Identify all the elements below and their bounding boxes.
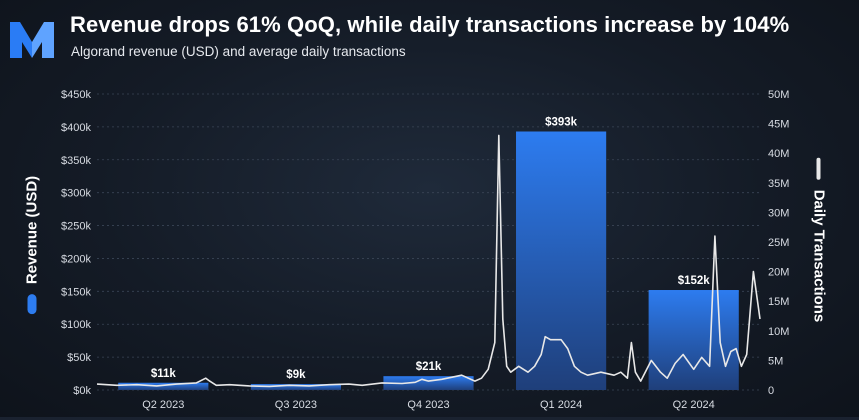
bar-value-label: $21k — [416, 361, 442, 373]
right-axis-ticks: 0 5M 10M 15M 20M 25M 30M 35M 40M 45M 50M — [768, 89, 789, 397]
left-tick-label: $300k — [61, 188, 91, 200]
brand-logo — [10, 22, 54, 58]
right-tick-label: 30M — [768, 207, 789, 219]
right-tick-label: 0 — [768, 385, 774, 397]
transactions-line-layer — [96, 134, 761, 388]
left-axis-title-text: Revenue (USD) — [23, 175, 41, 285]
x-tick-label: Q1 2024 — [540, 399, 582, 411]
left-tick-label: $0k — [73, 385, 91, 397]
revenue-bar — [250, 384, 341, 390]
bar-value-label: $11k — [151, 368, 177, 380]
revenue-legend-swatch — [27, 294, 37, 315]
left-tick-label: $350k — [61, 155, 91, 167]
left-tick-label: $100k — [61, 319, 91, 331]
left-axis-title: Revenue (USD) — [23, 175, 41, 315]
revenue-bar — [648, 290, 739, 390]
left-axis-ticks: $0k $50k $100k $150k $200k $250k $300k $350k $40… — [61, 89, 91, 397]
revenue-bar — [516, 131, 607, 390]
left-tick-label: $200k — [61, 253, 91, 265]
right-tick-label: 35M — [768, 178, 789, 190]
left-tick-label: $450k — [61, 89, 91, 101]
x-tick-label: Q4 2023 — [407, 399, 449, 411]
logo-right-panel — [32, 22, 54, 58]
right-tick-label: 45M — [768, 119, 789, 131]
revenue-bar — [118, 382, 209, 390]
chart-title: Revenue drops 61% QoQ, while daily trans… — [70, 12, 790, 37]
x-tick-label: Q2 2023 — [142, 399, 184, 411]
right-tick-label: 15M — [768, 296, 789, 308]
bar-value-labels: $11k $9k $21k $393k $152k — [151, 116, 710, 381]
left-tick-label: $50k — [67, 352, 91, 364]
bar-value-label: $9k — [286, 369, 306, 381]
right-axis-title-text: Daily Transactions — [810, 189, 828, 323]
transactions-legend-swatch — [817, 157, 821, 180]
bar-value-label: $393k — [545, 116, 578, 128]
bar-value-label: $152k — [678, 275, 711, 287]
chart-subtitle: Algorand revenue (USD) and average daily… — [71, 44, 406, 59]
right-tick-label: 50M — [768, 89, 789, 101]
right-tick-label: 40M — [768, 148, 789, 160]
right-tick-label: 25M — [768, 237, 789, 249]
x-axis-labels: Q2 2023 Q3 2023 Q4 2023 Q1 2024 Q2 2024 — [142, 399, 715, 411]
revenue-bar — [383, 376, 474, 390]
right-tick-label: 10M — [768, 326, 789, 338]
left-tick-label: $250k — [61, 221, 91, 233]
transactions-line — [96, 134, 761, 388]
x-tick-label: Q3 2023 — [275, 399, 317, 411]
left-tick-label: $150k — [61, 286, 91, 298]
bottom-divider — [0, 417, 859, 420]
left-tick-label: $400k — [61, 122, 91, 134]
logo-left-panel — [10, 22, 32, 58]
x-tick-label: Q2 2024 — [673, 399, 715, 411]
revenue-bars — [118, 131, 739, 390]
right-axis-title: Daily Transactions — [810, 157, 828, 323]
right-tick-label: 5M — [768, 355, 783, 367]
right-tick-label: 20M — [768, 267, 789, 279]
grid-lines — [97, 93, 760, 391]
